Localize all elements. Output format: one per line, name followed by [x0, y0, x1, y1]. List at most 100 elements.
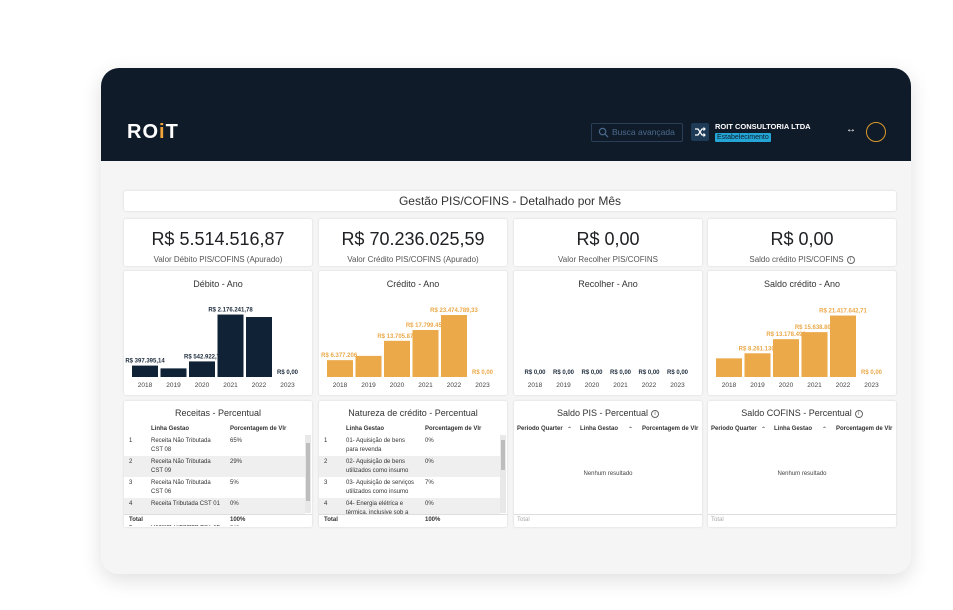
bar[interactable]	[744, 353, 771, 377]
sort-icon[interactable]: ⌃	[761, 427, 767, 433]
user-avatar[interactable]	[866, 122, 886, 142]
col-header[interactable]: Porcentagem de Vlr	[230, 426, 287, 432]
table-cell-percent: 5%	[230, 480, 239, 486]
sort-icon[interactable]: ⌃	[567, 427, 573, 433]
x-tick-label: 2022	[642, 382, 657, 389]
table-cell-line1: 03- Aquisição de serviços	[346, 480, 415, 486]
x-tick-label: 2023	[864, 382, 879, 389]
x-tick-label: 2020	[390, 382, 405, 389]
bar[interactable]	[132, 365, 158, 377]
scrollbar[interactable]	[305, 435, 311, 513]
chart-saldo: Saldo crédito - Ano 2018 R$ 8.261.130, 201…	[708, 271, 896, 395]
data-label: R$ 0,00	[277, 370, 299, 376]
bar[interactable]	[773, 339, 799, 377]
data-label: R$ 21.417.642,71	[819, 309, 867, 315]
col-header[interactable]: Linha Gestao	[151, 426, 190, 432]
x-tick-label: 2019	[166, 382, 181, 389]
scrollbar-thumb[interactable]	[501, 440, 505, 470]
table-cell-line2: CST 09	[151, 468, 172, 474]
table-row[interactable]: 3 Receita Não Tributada CST 06 5%	[124, 477, 305, 498]
empty-message: Nenhum resultado	[777, 471, 827, 477]
col-header[interactable]: Porcentagem de Vlr	[425, 426, 482, 432]
data-label: R$ 17.799.455	[406, 323, 446, 329]
info-icon[interactable]: i	[846, 255, 855, 264]
total-label: Total	[711, 517, 724, 523]
x-tick-label: 2021	[807, 382, 822, 389]
table-total: Total 100%	[124, 514, 312, 525]
table-cell-line1: 01- Aquisição de bens	[346, 438, 406, 444]
table-header: Periodo Quarter ⌃ Linha Gestao ⌃ Porcent…	[514, 425, 702, 435]
data-label: R$ 13.705.870	[377, 334, 417, 340]
table-title-wrap: Saldo PIS - Percentual i	[514, 408, 702, 418]
bar[interactable]	[441, 315, 467, 377]
chart-title: Saldo crédito - Ano	[763, 279, 841, 289]
bar[interactable]	[160, 368, 187, 377]
table-row[interactable]: 1 01- Aquisição de bens para revenda 0%	[319, 435, 500, 456]
table-title: Saldo COFINS - Percentual	[741, 408, 852, 418]
chart-recolher: Recolher - Ano R$ 0,00 2018 R$ 0,00 2019 R$ …	[514, 271, 702, 395]
roit-logo[interactable]: ROiT	[127, 121, 179, 144]
table-total: Total	[514, 514, 702, 525]
bar[interactable]	[327, 360, 353, 377]
col-header[interactable]: Linha Gestao	[346, 426, 385, 432]
x-tick-label: 2023	[670, 382, 685, 389]
table-row[interactable]: 1 Receita Não Tributada CST 08 65%	[124, 435, 305, 456]
chart-title: Crédito - Ano	[386, 279, 440, 289]
page-title-card: Gestão PIS/COFINS - Detalhado por Mês	[124, 191, 896, 211]
data-label: R$ 0,00	[861, 370, 883, 376]
sort-icon[interactable]: ⌃	[822, 427, 828, 433]
table-cell-line1: 04- Energia elétrica e	[346, 501, 404, 507]
x-tick-label: 2019	[361, 382, 376, 389]
scrollbar-thumb[interactable]	[306, 443, 310, 501]
table-row[interactable]: 2 Receita Não Tributada CST 09 29%	[124, 456, 305, 477]
total-value: 100%	[230, 517, 246, 523]
sort-icon[interactable]: ⌃	[628, 427, 634, 433]
info-icon[interactable]: i	[854, 409, 863, 418]
search-button[interactable]: Busca avançada	[591, 123, 683, 142]
table-row[interactable]: 4 04- Energia elétrica e térmica, inclusiv…	[319, 498, 500, 519]
bar[interactable]	[384, 340, 410, 377]
kpi-label-wrap: Saldo crédito PIS/COFINS i	[708, 255, 896, 264]
table-cell-line1: Receita Não Tributada	[151, 480, 211, 486]
bar[interactable]	[189, 361, 215, 377]
data-label: R$ 0,00	[472, 370, 494, 376]
bar[interactable]	[412, 330, 439, 377]
bar[interactable]	[246, 317, 272, 377]
x-tick-label: 2020	[779, 382, 794, 389]
col-header[interactable]: Porcentagem de Vlr	[642, 426, 699, 432]
bar[interactable]	[716, 358, 742, 377]
kpi-label: Valor Recolher PIS/COFINS	[558, 255, 658, 264]
company-name: ROIT CONSULTORIA LTDA	[715, 122, 811, 131]
x-tick-label: 2018	[138, 382, 153, 389]
col-header[interactable]: Porcentagem de Vlr	[836, 426, 893, 432]
col-header[interactable]: Periodo Quarter	[517, 426, 563, 432]
bar[interactable]	[830, 315, 856, 377]
col-header[interactable]: Linha Gestao	[774, 426, 813, 432]
chart-title: Débito - Ano	[193, 279, 243, 289]
expand-icon[interactable]: ↔	[846, 124, 856, 135]
bar[interactable]	[355, 355, 382, 377]
app-window: ROiT Busca avançada ROIT CONSULTORIA LTD…	[101, 68, 911, 574]
chart-svg: R$ 397.395,14 2018 2019 R$ 542.922,7 2020 R$ …	[125, 308, 299, 389]
kpi-value: R$ 70.236.025,59	[341, 229, 485, 249]
table-cell-percent: 0%	[425, 438, 434, 444]
data-label: R$ 0,00	[581, 370, 603, 376]
table-total: Total	[708, 514, 896, 525]
bar[interactable]	[801, 332, 828, 377]
chart-credito: Crédito - Ano R$ 6.377.206, 2018 2019 R$ 13…	[319, 271, 507, 395]
scrollbar[interactable]	[500, 435, 506, 513]
table-saldo-pis: Saldo PIS - Percentual i Periodo Quarter …	[514, 401, 702, 527]
table-row[interactable]: 2 02- Aquisição de bens utilizados como in…	[319, 456, 500, 477]
table-saldo-cofins: Saldo COFINS - Percentual i Periodo Quart…	[708, 401, 896, 527]
table-row[interactable]: 3 03- Aquisição de serviços utilizados com…	[319, 477, 500, 498]
col-header[interactable]: Periodo Quarter	[711, 426, 757, 432]
table-cell-percent: 65%	[230, 438, 243, 444]
table-cell-percent: 0%	[425, 459, 434, 465]
table-total: Total 100%	[319, 514, 507, 525]
table-row[interactable]: 4 Receita Tributada CST 01 0%	[124, 498, 305, 519]
table-header: Linha Gestao Porcentagem de Vlr	[319, 425, 507, 435]
col-header[interactable]: Linha Gestao	[580, 426, 619, 432]
info-icon[interactable]: i	[651, 409, 660, 418]
bar[interactable]	[217, 314, 244, 377]
switch-company-button[interactable]	[691, 123, 709, 141]
